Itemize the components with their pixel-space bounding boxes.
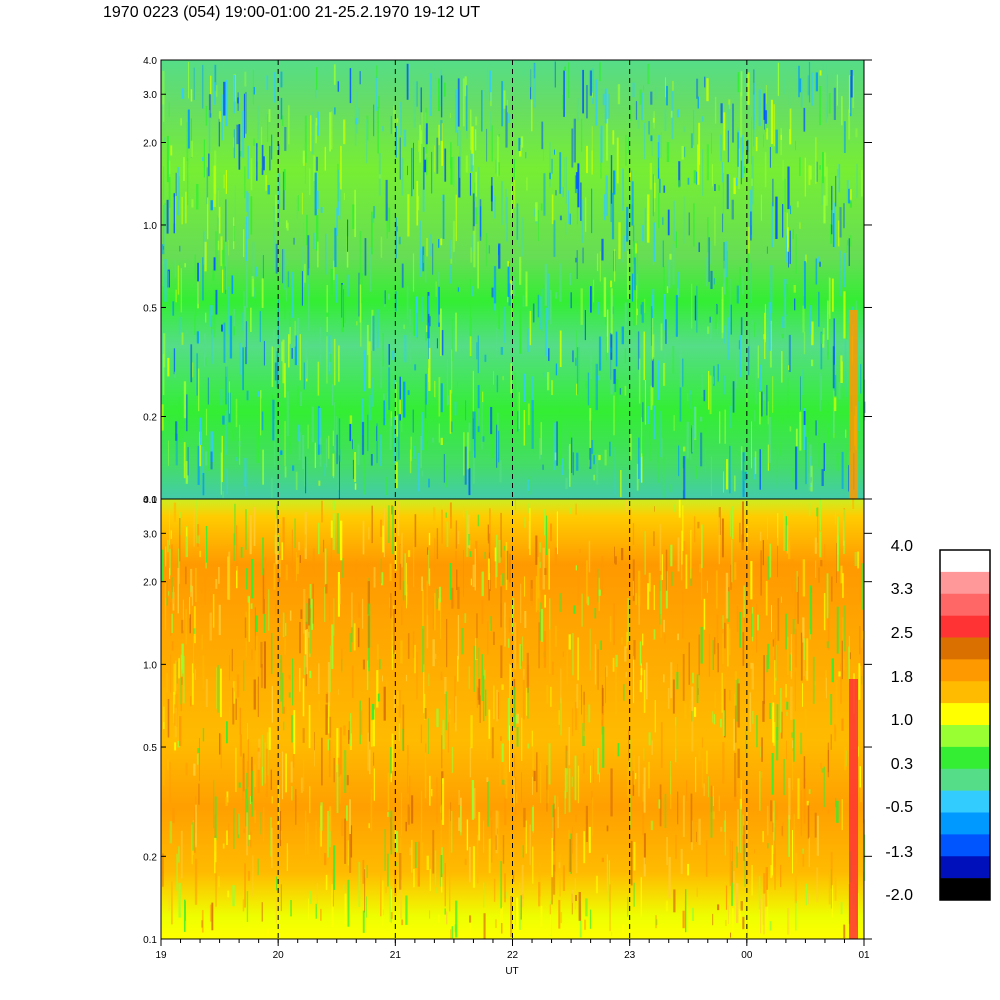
colorbar-label: -1.3: [885, 844, 913, 861]
x-axis: 19 20 21 22 23 00 01 UT: [155, 939, 870, 977]
xtick-label: 23: [624, 950, 636, 961]
upper-ytick-label: 4.0: [143, 56, 157, 67]
colorbar: 4.0 3.3 2.5 1.8 1.0 0.3 -0.5 -1.3 -2.0: [885, 538, 991, 904]
xtick-label: 19: [155, 950, 167, 961]
colorbar-label: -2.0: [885, 887, 913, 904]
xtick-label: 20: [273, 950, 285, 961]
colorbar-swatch: [940, 593, 990, 616]
colorbar-swatch: [940, 812, 990, 835]
chart-title: 1970 0223 (054) 19:00-01:00 21-25.2.1970…: [103, 4, 481, 21]
xtick-label: 01: [858, 950, 870, 961]
lower-ytick-label: 0.1: [143, 935, 157, 946]
hour-divider-lines: [277, 60, 748, 939]
upper-ytick-label: 3.0: [143, 90, 157, 101]
colorbar-swatch: [940, 703, 990, 726]
colorbar-swatch: [940, 550, 990, 573]
xtick-label: 21: [390, 950, 402, 961]
colorbar-swatch: [940, 725, 990, 748]
colorbar-label: 3.3: [891, 581, 913, 598]
colorbar-swatch: [940, 681, 990, 704]
colorbar-label: 4.0: [891, 538, 913, 555]
lower-ytick-label: 0.5: [143, 743, 157, 754]
colorbar-swatch: [940, 746, 990, 770]
colorbar-swatch: [940, 790, 990, 813]
xtick-label: 22: [507, 950, 519, 961]
lower-ytick-label: 3.0: [143, 529, 157, 540]
colorbar-label: 1.8: [891, 669, 913, 686]
upper-ytick-label: 0.2: [143, 413, 157, 424]
lower-ytick-label: 1.0: [143, 660, 157, 671]
upper-ytick-label: 1.0: [143, 221, 157, 232]
colorbar-label: 2.5: [891, 625, 913, 642]
colorbar-swatch: [940, 615, 990, 638]
colorbar-swatch: [940, 834, 990, 857]
colorbar-swatch: [940, 878, 990, 901]
colorbar-frame: [939, 549, 991, 901]
xtick-label: 00: [741, 950, 753, 961]
colorbar-label: 0.3: [891, 756, 913, 773]
upper-ytick-label: 0.5: [143, 303, 157, 314]
lower-edge-emission: [849, 679, 858, 939]
colorbar-label: -0.5: [885, 799, 913, 816]
colorbar-swatch: [940, 856, 990, 879]
colorbar-swatch: [940, 768, 990, 791]
upper-ytick-label: 0.1: [143, 495, 157, 506]
lower-ytick-label: 0.2: [143, 852, 157, 863]
upper-ytick-label: 2.0: [143, 138, 157, 149]
lower-y-axis: 0.1 0.2 0.5 1.0 2.0 3.0 4.0: [143, 495, 872, 946]
colorbar-swatch: [940, 659, 990, 682]
colorbar-swatch: [940, 571, 990, 595]
lower-ytick-label: 4.0: [143, 495, 157, 506]
x-axis-label: UT: [505, 966, 518, 977]
lower-panel-texture: [161, 499, 866, 939]
lower-ytick-label: 2.0: [143, 578, 157, 589]
upper-spectrogram-panel: [161, 60, 866, 499]
lower-spectrogram-panel: [161, 499, 866, 939]
colorbar-label: 1.0: [891, 712, 913, 729]
colorbar-swatch: [940, 637, 990, 660]
upper-edge-emission: [849, 310, 858, 499]
